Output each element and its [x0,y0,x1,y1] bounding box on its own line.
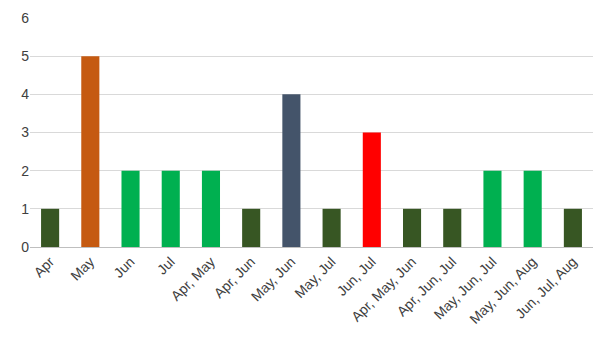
svg-text:3: 3 [21,124,29,140]
svg-text:2: 2 [21,163,29,179]
svg-text:0: 0 [21,239,29,255]
svg-text:May, Jul: May, Jul [291,254,338,301]
svg-text:Jun: Jun [110,254,137,281]
svg-text:Apr: Apr [30,253,57,280]
svg-text:May, Jun: May, Jun [248,254,299,305]
svg-text:May, Jun, Aug: May, Jun, Aug [466,254,539,327]
svg-text:6: 6 [21,10,29,26]
svg-text:5: 5 [21,48,29,64]
svg-text:Apr, Jun, Jul: Apr, Jun, Jul [394,254,460,320]
svg-text:Apr, Jun: Apr, Jun [211,254,259,302]
svg-text:Jun, Jul, Aug: Jun, Jul, Aug [512,254,580,322]
svg-text:4: 4 [21,86,29,102]
svg-text:May, Jun, Jul: May, Jun, Jul [431,254,500,323]
svg-text:Jul: Jul [154,254,178,278]
svg-text:Jun, Jul: Jun, Jul [333,254,378,299]
svg-text:Apr, May: Apr, May [168,254,218,304]
svg-text:May: May [67,254,97,284]
svg-text:Apr, May, Jun: Apr, May, Jun [348,254,419,325]
svg-text:1: 1 [21,201,29,217]
